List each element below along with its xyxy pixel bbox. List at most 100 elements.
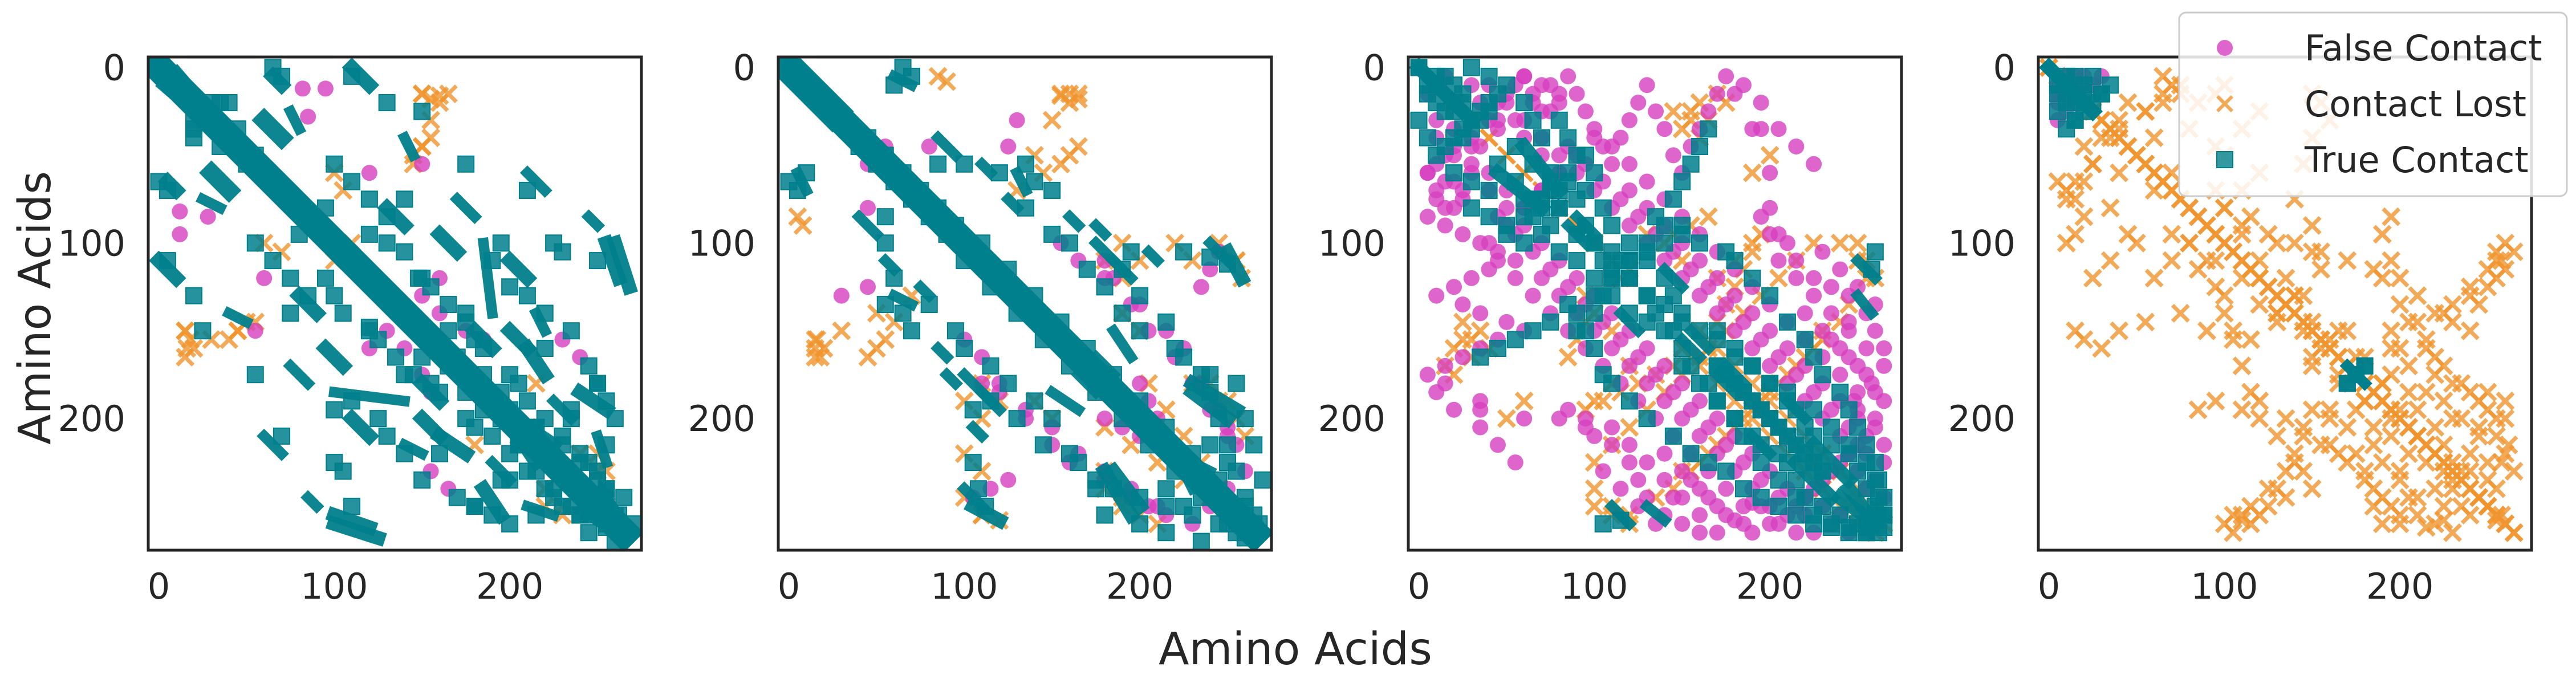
- false-contact-point: [1709, 86, 1725, 102]
- contact-lost-point: [2329, 321, 2348, 340]
- true-contact-band: [974, 156, 998, 181]
- true-contact-band: [517, 338, 555, 385]
- series-contact-lost: [2039, 58, 2524, 542]
- contact-lost-point: [2338, 251, 2357, 270]
- true-contact-point: [334, 462, 352, 480]
- false-contact-point: [1700, 103, 1717, 120]
- true-contact-point: [1210, 471, 1228, 489]
- true-contact-point: [1436, 67, 1454, 85]
- false-contact-point: [1604, 305, 1620, 322]
- true-contact-point: [290, 225, 308, 243]
- true-contact-point: [501, 278, 519, 296]
- true-contact-point: [1700, 454, 1717, 472]
- y-tick-label: 100: [1948, 222, 2016, 264]
- true-contact-point: [2338, 375, 2356, 392]
- true-contact-point: [1542, 181, 1559, 199]
- false-contact-point: [1630, 472, 1647, 488]
- contact-lost-point: [2346, 400, 2366, 420]
- true-contact-point: [1586, 339, 1603, 357]
- true-contact-point: [1717, 243, 1735, 261]
- subplots: 0 100 200 0 100 200 0 100 200 0 100 200 0 100 200 0 100 2…: [58, 47, 2533, 607]
- true-contact-point: [1603, 375, 1621, 392]
- contact-lost-point: [1558, 347, 1578, 367]
- contact-lost-point: [1453, 312, 1472, 332]
- contact-lost-point: [2372, 225, 2392, 244]
- false-contact-point: [1621, 437, 1638, 453]
- false-contact-point: [172, 203, 188, 220]
- true-contact-point: [1157, 313, 1175, 331]
- contact-lost-point: [2425, 303, 2445, 323]
- true-contact-point: [387, 348, 405, 366]
- true-contact-band: [499, 250, 538, 288]
- true-contact-point: [1445, 129, 1463, 147]
- contact-lost-point: [2492, 505, 2512, 525]
- true-contact-point: [1691, 322, 1708, 340]
- true-contact-point: [1250, 515, 1268, 533]
- true-contact-point: [334, 304, 352, 322]
- false-contact-point: [1630, 95, 1647, 111]
- contact-lost-point: [2232, 511, 2252, 530]
- true-contact-point: [282, 269, 299, 287]
- true-contact-band: [1088, 218, 1112, 242]
- contact-lost-point: [2074, 207, 2094, 226]
- contact-lost-point: [2408, 400, 2427, 420]
- true-contact-point: [1184, 506, 1201, 524]
- contact-lost-point: [2268, 312, 2287, 332]
- false-contact-point: [1132, 375, 1148, 392]
- true-contact-point: [1586, 164, 1603, 182]
- true-contact-band: [913, 279, 937, 303]
- true-contact-point: [1586, 269, 1603, 287]
- y-tick-label: 200: [1948, 398, 2016, 440]
- true-contact-point: [501, 445, 519, 462]
- true-contact-point: [1682, 155, 1700, 173]
- false-contact-point: [1806, 156, 1822, 172]
- false-contact-point: [859, 200, 876, 216]
- true-contact-band: [1786, 452, 1842, 508]
- true-contact-point: [1114, 304, 1131, 322]
- true-contact-point: [440, 296, 457, 314]
- true-contact-point: [1419, 129, 1436, 147]
- false-contact-point: [1595, 463, 1611, 479]
- true-contact-band: [257, 428, 290, 461]
- true-contact-point: [589, 252, 607, 270]
- false-contact-point: [1832, 367, 1848, 383]
- false-contact-point: [1639, 340, 1655, 356]
- false-contact-point: [1639, 375, 1655, 392]
- true-contact-point: [1524, 155, 1542, 173]
- true-contact-point: [527, 418, 545, 436]
- subplot-3: 0 100 200 0 100 200: [1318, 47, 1903, 607]
- true-contact-point: [1236, 529, 1254, 547]
- false-contact-point: [1674, 375, 1691, 392]
- y-tick-label: 0: [1993, 47, 2016, 88]
- false-contact-point: [1621, 217, 1638, 234]
- true-contact-point: [1533, 225, 1550, 243]
- contact-lost-point: [2250, 251, 2269, 270]
- contact-lost-point: [2268, 233, 2287, 253]
- false-contact-point: [247, 323, 263, 339]
- legend-item: True Contact: [2216, 139, 2529, 181]
- false-contact-point: [1753, 209, 1769, 225]
- true-contact-point: [1192, 366, 1210, 384]
- true-contact-point: [1550, 243, 1568, 261]
- contact-lost-point: [876, 330, 895, 349]
- true-contact-band: [196, 192, 227, 216]
- contact-lost-point: [2382, 365, 2401, 384]
- false-contact-point: [1867, 419, 1883, 436]
- contact-lost-point: [2496, 391, 2515, 411]
- true-contact-point: [1192, 533, 1210, 550]
- contact-lost-point: [2311, 259, 2331, 279]
- true-contact-point: [798, 164, 815, 182]
- axes-frame: [147, 55, 643, 552]
- contact-lost-point: [2408, 286, 2427, 306]
- true-contact-point: [969, 480, 987, 498]
- true-contact-point: [2049, 103, 2066, 120]
- contact-lost-point: [1699, 207, 1718, 226]
- true-contact-point: [1638, 410, 1656, 428]
- true-contact-point: [430, 383, 448, 401]
- true-contact-point: [1454, 85, 1472, 103]
- false-contact-point: [1560, 401, 1577, 418]
- true-contact-point: [1542, 313, 1559, 331]
- true-contact-point: [1620, 234, 1638, 252]
- true-contact-point: [212, 94, 229, 112]
- contact-lost-point: [2215, 198, 2234, 218]
